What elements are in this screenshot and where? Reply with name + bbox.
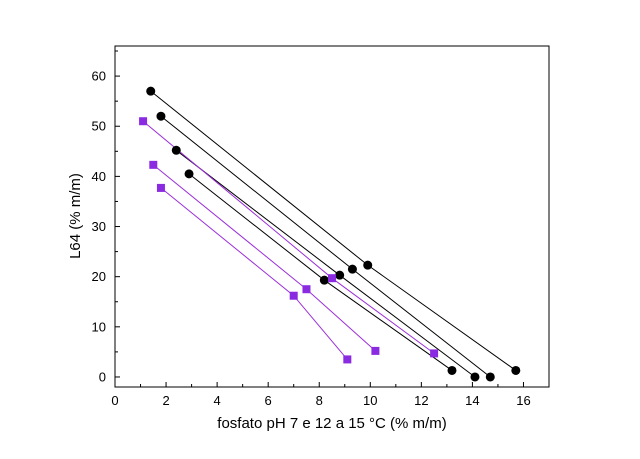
data-point-square	[371, 346, 380, 355]
data-point-square	[156, 183, 165, 192]
data-point-circle	[146, 86, 156, 96]
data-point-circle	[156, 111, 166, 121]
data-point-square	[139, 117, 148, 126]
data-point-circle	[447, 365, 457, 375]
data-point-circle	[335, 270, 345, 280]
data-point-circle	[363, 260, 373, 270]
x-axis-title: fosfato pH 7 e 12 a 15 °C (% m/m)	[217, 415, 446, 432]
y-tick-label: 0	[99, 369, 106, 384]
y-tick-label: 40	[92, 169, 106, 184]
data-point-square	[289, 291, 298, 300]
tie-line	[188, 173, 453, 371]
y-tick-label: 60	[92, 69, 106, 84]
data-point-circle	[470, 372, 480, 382]
y-axis: 0 10 20 30 40 50 60	[92, 50, 120, 384]
data-point-circle	[485, 372, 495, 382]
x-tick-label: 16	[516, 393, 530, 408]
data-point-circle	[511, 365, 521, 375]
data-point-square	[430, 349, 439, 358]
data-point-circle	[171, 145, 181, 155]
x-tick-label: 10	[363, 393, 377, 408]
x-tick-label: 0	[111, 393, 118, 408]
y-tick-label: 50	[92, 119, 106, 134]
x-tick-label: 6	[265, 393, 272, 408]
plot-area	[139, 86, 521, 382]
data-point-circle	[319, 275, 329, 285]
x-axis: 0 2 4 6 8 10 12 14 16	[111, 382, 531, 408]
tie-line	[150, 90, 517, 371]
x-tick-label: 2	[162, 393, 169, 408]
tie-line	[152, 164, 376, 352]
x-tick-label: 4	[214, 393, 221, 408]
tie-line	[175, 149, 476, 378]
x-tick-label: 12	[414, 393, 428, 408]
data-point-circle	[347, 264, 357, 274]
data-point-circle	[184, 169, 194, 179]
data-point-square	[149, 160, 158, 169]
x-tick-label: 14	[465, 393, 479, 408]
y-tick-label: 20	[92, 269, 106, 284]
tie-line	[160, 115, 491, 378]
x-tick-label: 8	[316, 393, 323, 408]
tie-line	[142, 120, 435, 354]
y-tick-label: 30	[92, 219, 106, 234]
data-point-square	[302, 285, 311, 294]
y-axis-title: L64 (% m/m)	[67, 173, 84, 259]
data-point-square	[343, 355, 352, 364]
data-point-square	[328, 274, 336, 283]
plot-frame	[114, 45, 550, 388]
y-tick-label: 10	[92, 319, 106, 334]
